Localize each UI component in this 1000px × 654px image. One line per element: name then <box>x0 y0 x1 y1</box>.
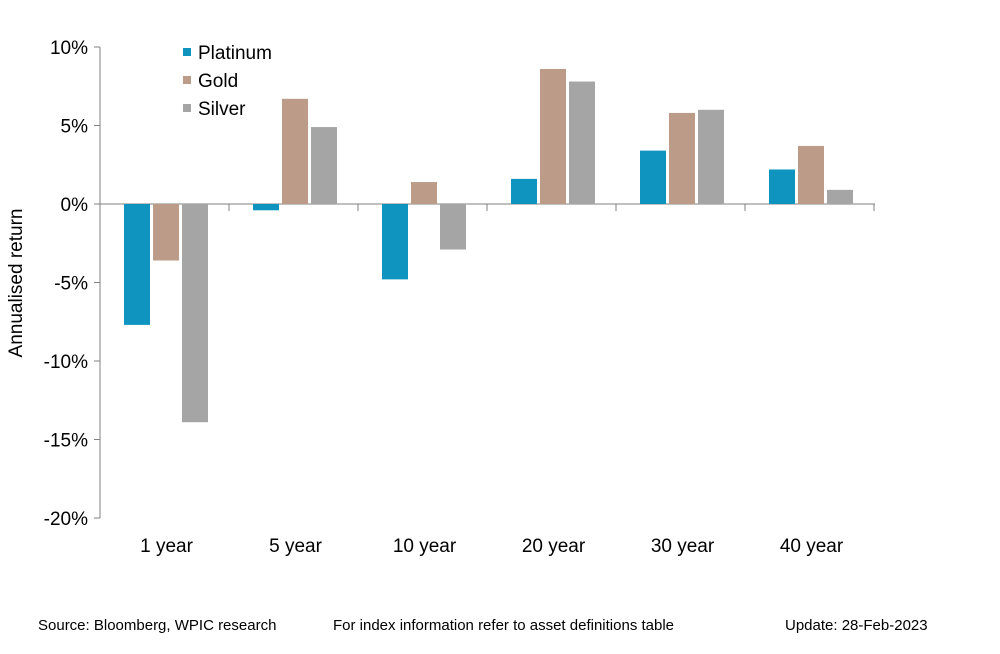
x-tick-label: 5 year <box>269 536 322 557</box>
x-tick-label: 20 year <box>522 536 586 557</box>
index-note: For index information refer to asset def… <box>333 617 675 634</box>
y-axis-label: Annualised return <box>6 209 27 358</box>
x-axis: 1 year 5 year 10 year 20 year 30 year 40 year <box>99 203 875 557</box>
source-note: Source: Bloomberg, WPIC research <box>38 617 277 634</box>
y-axis: 10% 5% 0% -5% -10% -15% -20% <box>44 38 101 530</box>
legend-swatch-gold <box>183 76 191 84</box>
y-tick-label: -10% <box>44 352 88 373</box>
bar-silver-1-year <box>182 204 208 423</box>
x-tick-label: 10 year <box>393 536 457 557</box>
bar-platinum-10-year <box>382 204 408 280</box>
bar-series-group <box>124 68 853 423</box>
bar-silver-10-year <box>440 204 466 250</box>
bar-silver-30-year <box>698 109 724 204</box>
bar-silver-20-year <box>569 81 595 204</box>
bar-platinum-1-year <box>124 204 150 325</box>
bar-silver-5-year <box>311 127 337 204</box>
legend-label-platinum: Platinum <box>198 43 272 64</box>
y-tick-label: -15% <box>44 431 88 452</box>
bar-platinum-5-year <box>253 204 279 211</box>
legend-label-gold: Gold <box>198 71 238 92</box>
bar-gold-40-year <box>798 145 824 204</box>
bar-silver-40-year <box>827 189 853 204</box>
y-tick-label: -5% <box>54 274 88 295</box>
y-tick-label: 0% <box>61 195 89 216</box>
legend-swatch-platinum <box>183 48 191 56</box>
bar-gold-1-year <box>153 204 179 261</box>
bar-gold-10-year <box>411 182 437 204</box>
bar-platinum-40-year <box>769 169 795 204</box>
x-tick-label: 30 year <box>651 536 715 557</box>
bar-gold-30-year <box>669 112 695 204</box>
x-tick-label: 1 year <box>140 536 193 557</box>
x-tick-label: 40 year <box>780 536 844 557</box>
legend: Platinum Gold Silver <box>183 43 272 120</box>
legend-swatch-silver <box>183 104 191 112</box>
bar-platinum-30-year <box>640 150 666 204</box>
bar-gold-20-year <box>540 68 566 204</box>
y-tick-label: 10% <box>50 38 88 59</box>
y-tick-label: 5% <box>61 117 89 138</box>
bar-platinum-20-year <box>511 178 537 204</box>
bar-gold-5-year <box>282 98 308 204</box>
legend-label-silver: Silver <box>198 99 246 120</box>
y-tick-label: -20% <box>44 509 88 530</box>
update-date: Update: 28-Feb-2023 <box>785 617 928 634</box>
